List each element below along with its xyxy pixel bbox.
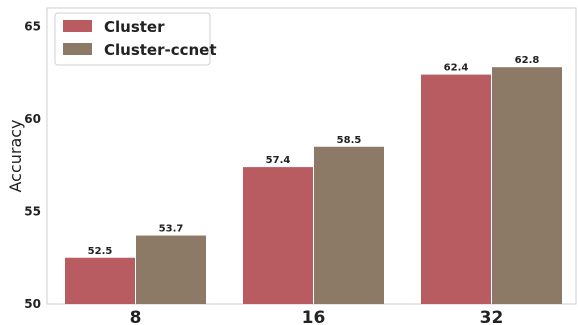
x-tick-label: 16 — [302, 308, 326, 325]
y-tick-label: 50 — [24, 297, 41, 311]
data-label: 58.5 — [337, 135, 362, 146]
bar-cluster-ccnet-8 — [136, 235, 206, 304]
bar-cluster-32 — [421, 74, 491, 304]
data-label: 62.8 — [515, 55, 540, 66]
legend-label-cluster-ccnet: Cluster-ccnet — [104, 41, 217, 59]
data-label: 52.5 — [88, 246, 113, 257]
data-label: 53.7 — [159, 224, 184, 235]
data-label: 57.4 — [266, 155, 291, 166]
bar-cluster-16 — [243, 167, 313, 304]
data-labels: 52.5 53.7 57.4 58.5 62.4 62.8 — [88, 55, 540, 257]
legend-swatch-cluster — [63, 20, 92, 32]
x-tick-label: 32 — [480, 308, 504, 325]
bar-group — [65, 67, 562, 304]
legend-label-cluster: Cluster — [104, 18, 165, 36]
y-tick-labels: 50 55 60 65 — [24, 20, 41, 312]
x-tick-label: 8 — [130, 308, 142, 325]
data-label: 62.4 — [444, 63, 469, 74]
x-tick-labels: 8 16 32 — [130, 308, 504, 325]
legend-frame — [54, 12, 211, 66]
y-axis-label: Accuracy — [6, 119, 25, 192]
legend-swatch-cluster-ccnet — [63, 43, 92, 55]
y-tick-label: 55 — [24, 205, 41, 219]
bar-cluster-ccnet-32 — [492, 67, 562, 304]
bar-cluster-8 — [65, 257, 135, 304]
bar-cluster-ccnet-16 — [314, 146, 384, 304]
y-tick-label: 60 — [24, 112, 41, 126]
legend: Cluster Cluster-ccnet — [54, 12, 217, 66]
y-tick-label: 65 — [24, 20, 41, 34]
